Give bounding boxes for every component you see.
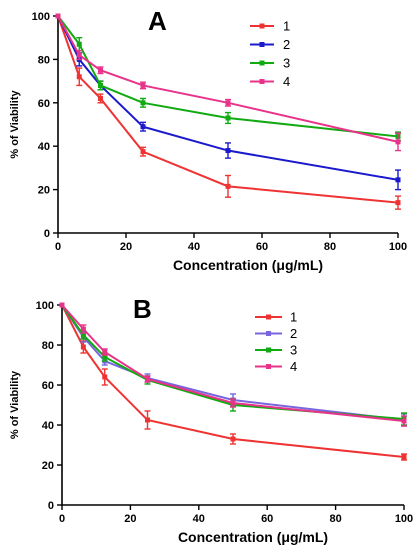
chart-b-y-tick-label: 60 (42, 380, 54, 392)
chart-a-series-1-legend-label: 1 (283, 19, 290, 34)
chart-b-series-3-line (61, 304, 405, 420)
chart-a-y-tick-label: 100 (32, 11, 50, 23)
chart-a-series-1-point (225, 183, 231, 189)
chart-a-x-tick-label: 60 (256, 241, 268, 253)
chart-a-series-3-point (140, 100, 146, 106)
chart-b-y-tick-label: 40 (42, 420, 54, 432)
chart-b-series-4-point (230, 400, 236, 406)
chart-a-series-4-line (57, 15, 399, 143)
chart-b-y-tick-label: 0 (48, 500, 54, 512)
chart-b-x-tick-label: 60 (261, 513, 273, 525)
chart-b-y-tick-label: 80 (42, 340, 54, 352)
chart-b-series-1-point (80, 344, 86, 350)
chart-b-series-1-legend-label: 1 (290, 310, 297, 325)
chart-a-x-axis-label: Concentration (μg/mL) (173, 257, 323, 273)
chart-a-series-4-point (225, 100, 231, 106)
chart-b-x-tick-label: 80 (329, 513, 341, 525)
chart-a-y-tick-label: 80 (38, 54, 50, 66)
chart-b-series-2-legend-marker (266, 331, 271, 336)
chart-a-series-4-point (76, 52, 82, 58)
chart-b-series-3-legend-marker (266, 347, 271, 353)
chart-b-series-4-point (102, 349, 108, 355)
chart-b-series-1-point (102, 374, 108, 380)
chart-a-series-3-legend-marker (259, 60, 265, 66)
chart-b-series-4-point (59, 302, 65, 308)
chart-a-series-3-point (98, 82, 103, 88)
chart-a-series-3-legend-label: 3 (283, 56, 290, 71)
chart-a-series-1-point (395, 200, 401, 206)
chart-b-series-4-point (80, 326, 86, 332)
chart-a-series-2-point (395, 177, 401, 183)
chart-b-y-axis-label: % of Viability (9, 370, 21, 439)
chart-b-series-1-legend-marker (266, 314, 271, 320)
chart-b-x-axis-label: Concentration (μg/mL) (178, 529, 328, 545)
chart-b-series-4-legend-marker (266, 364, 271, 369)
chart-b-y-tick-label: 20 (42, 460, 54, 472)
chart-b-series-4-point (145, 376, 150, 382)
chart-a-y-tick-label: 40 (38, 141, 50, 153)
chart-b-series-4-point (401, 418, 407, 424)
chart-b-x-tick-label: 20 (124, 513, 136, 525)
chart-b-series-3-point (80, 332, 86, 338)
chart-b-x-tick-label: 40 (193, 513, 205, 525)
chart-a-series-2-line (57, 15, 399, 181)
chart-b-y-tick-label: 100 (36, 300, 54, 312)
chart-a-series-1-point (140, 149, 146, 155)
chart-b-series-3-point (102, 354, 108, 360)
chart-a-series-2-legend-marker (259, 42, 265, 47)
chart-a-series-4-point (98, 67, 103, 73)
chart-a-y-axis-label: % of Viability (9, 89, 21, 158)
chart-a-series-1-point (98, 95, 103, 101)
chart-b-series-4-legend-label: 4 (290, 359, 297, 374)
chart-a-x-tick-label: 0 (55, 241, 61, 253)
chart-a-series-4-point (395, 139, 401, 145)
chart-b-series-1-line (61, 304, 405, 458)
chart-b-series-2-legend-label: 2 (290, 326, 297, 341)
chart-b-panel-label: B (133, 294, 152, 324)
chart-b-series-1-point (145, 417, 150, 423)
chart-a-series-1-legend-marker (259, 23, 265, 29)
chart-a-series-2-point (225, 148, 231, 154)
chart-b-series-1-point (230, 436, 236, 442)
chart-b-series-4-line (61, 304, 405, 422)
chart-a-series-4-legend-marker (259, 79, 265, 84)
chart-b-series-3-legend-label: 3 (290, 343, 297, 358)
chart-a-series-2-legend-label: 2 (283, 37, 290, 52)
chart-a-series-3-point (225, 115, 231, 121)
chart-b-x-tick-label: 0 (59, 513, 65, 525)
chart-a-x-tick-label: 80 (324, 241, 336, 253)
chart-a-series-4-legend-label: 4 (283, 74, 290, 89)
chart-a-x-tick-label: 100 (389, 241, 407, 253)
chart-a-series-3-point (76, 41, 82, 47)
chart-a-y-tick-label: 0 (44, 228, 50, 240)
chart-a-x-tick-label: 20 (120, 241, 132, 253)
chart-b-x-tick-label: 100 (395, 513, 413, 525)
chart-a-series-1-point (76, 74, 82, 80)
chart-a-series-4-point (55, 13, 61, 19)
chart-a-y-tick-label: 60 (38, 98, 50, 110)
chart-a-series-3-line (57, 15, 399, 138)
chart-a-x-tick-label: 40 (188, 241, 200, 253)
chart-a-panel-label: A (148, 6, 167, 36)
chart-a-series-4-point (140, 82, 146, 88)
chart-b-series-1-point (401, 454, 407, 460)
chart-a-y-tick-label: 20 (38, 185, 50, 197)
chart-a-series-2-point (140, 124, 146, 130)
chart-a-series-1-line (57, 15, 399, 204)
